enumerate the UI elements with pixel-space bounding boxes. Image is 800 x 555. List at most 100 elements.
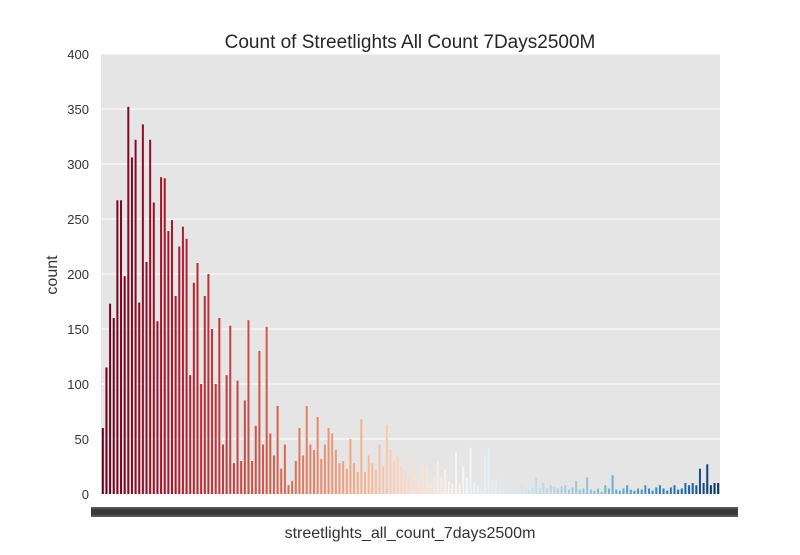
y-axis-ticks: 0 50 100 150 200 250 300 350 400 [67, 47, 89, 502]
bar [709, 485, 712, 494]
bar [269, 433, 272, 494]
bar [484, 455, 487, 494]
bar [662, 488, 665, 494]
bar [211, 329, 214, 494]
bar [469, 447, 472, 494]
bar [225, 375, 228, 494]
bar [487, 447, 490, 494]
bar [673, 485, 676, 494]
bar [309, 444, 312, 494]
bar [695, 485, 698, 494]
bar [163, 178, 166, 495]
bar [575, 480, 578, 494]
bar [141, 124, 144, 495]
x-axis-label: streetlights_all_count_7days2500m [285, 525, 536, 542]
y-tick-label: 350 [67, 102, 89, 117]
y-tick-label: 150 [67, 322, 89, 337]
bar [538, 488, 541, 494]
bar [706, 464, 709, 494]
bar [196, 263, 199, 494]
bar [560, 486, 563, 494]
bar [564, 485, 567, 494]
bar [313, 450, 316, 494]
bar [618, 490, 621, 494]
y-tick-label: 250 [67, 212, 89, 227]
bar [178, 246, 181, 494]
bar [629, 489, 632, 494]
bar [291, 480, 294, 494]
bar [582, 488, 585, 494]
bar [447, 480, 450, 494]
bar [374, 469, 377, 494]
bar [327, 428, 330, 494]
bar [607, 488, 610, 494]
bar [189, 375, 192, 494]
bar [316, 417, 319, 494]
bar [130, 157, 133, 494]
bar [160, 177, 163, 494]
bar [549, 485, 552, 494]
bar [145, 261, 148, 494]
bar [633, 490, 636, 494]
bar [203, 296, 206, 494]
bar [323, 444, 326, 494]
bar [546, 488, 549, 494]
bar [243, 400, 246, 494]
bar [698, 468, 701, 494]
bar [531, 487, 534, 494]
bar [440, 477, 443, 494]
bar [320, 458, 323, 494]
bar [637, 488, 640, 494]
bar [254, 425, 257, 494]
bar [713, 483, 716, 494]
bar [174, 296, 177, 494]
bar [400, 466, 403, 494]
bar [407, 477, 410, 494]
bar [109, 303, 112, 494]
bar [363, 472, 366, 494]
bar [480, 488, 483, 494]
bar [265, 326, 268, 494]
bar [171, 220, 173, 494]
y-tick-label: 400 [67, 47, 89, 62]
bar [717, 483, 720, 494]
bar [524, 488, 527, 494]
bar [462, 466, 465, 494]
bar [167, 231, 170, 494]
bar [429, 483, 432, 494]
bar [214, 384, 217, 494]
bar [414, 472, 417, 494]
bar [385, 424, 388, 494]
bar [473, 483, 476, 494]
bar [389, 450, 392, 494]
bar [571, 487, 574, 494]
bar [345, 468, 348, 494]
bar [622, 488, 625, 494]
bar [451, 483, 454, 494]
bar [382, 466, 385, 494]
bar [302, 455, 305, 494]
bar [349, 439, 352, 494]
bar [342, 461, 345, 494]
bar [597, 488, 600, 494]
bar [702, 483, 705, 494]
bar [527, 489, 530, 494]
bar [626, 485, 629, 494]
bar [138, 302, 141, 494]
bar [495, 477, 498, 494]
bar [651, 490, 654, 494]
bar [221, 444, 224, 494]
bar [666, 490, 669, 494]
bar [586, 477, 589, 494]
bar [123, 276, 126, 494]
bar [360, 419, 363, 494]
bar [444, 469, 447, 494]
bar [688, 485, 691, 494]
bar [422, 463, 425, 494]
bar [691, 483, 694, 494]
bar [567, 489, 570, 494]
bar [513, 488, 516, 494]
bar [476, 485, 479, 494]
bar [356, 472, 359, 494]
